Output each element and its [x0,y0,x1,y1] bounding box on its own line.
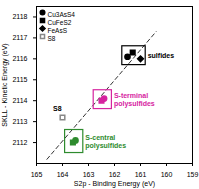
svg-text:163: 163 [83,171,95,178]
svg-text:2113: 2113 [12,118,27,125]
svg-text:S-terminalpolysulfides: S-terminalpolysulfides [114,92,155,107]
svg-text:S-centralpolysulfides: S-centralpolysulfides [85,134,126,149]
svg-text:159: 159 [187,171,199,178]
svg-text:FeAsS: FeAsS [48,27,68,34]
svg-text:165: 165 [31,171,43,178]
svg-text:160: 160 [161,171,173,178]
svg-text:164: 164 [57,171,69,178]
svg-text:Cu3AsS4: Cu3AsS4 [48,11,76,18]
svg-text:2116: 2116 [12,55,27,62]
svg-text:SKLL - Kinetic Energy (eV): SKLL - Kinetic Energy (eV) [1,43,9,126]
svg-text:CuFeS2: CuFeS2 [48,19,72,26]
svg-text:sulfides: sulfides [148,52,175,59]
svg-text:2112: 2112 [12,139,27,146]
svg-text:162: 162 [109,171,121,178]
svg-text:S8: S8 [53,105,62,112]
svg-text:S2p - Binding Energy (eV): S2p - Binding Energy (eV) [74,180,155,188]
svg-text:2118: 2118 [12,13,27,20]
svg-text:161: 161 [135,171,147,178]
svg-text:S8: S8 [48,35,56,42]
svg-text:2117: 2117 [12,34,27,41]
svg-text:2114: 2114 [12,97,27,104]
svg-text:2115: 2115 [12,76,27,83]
